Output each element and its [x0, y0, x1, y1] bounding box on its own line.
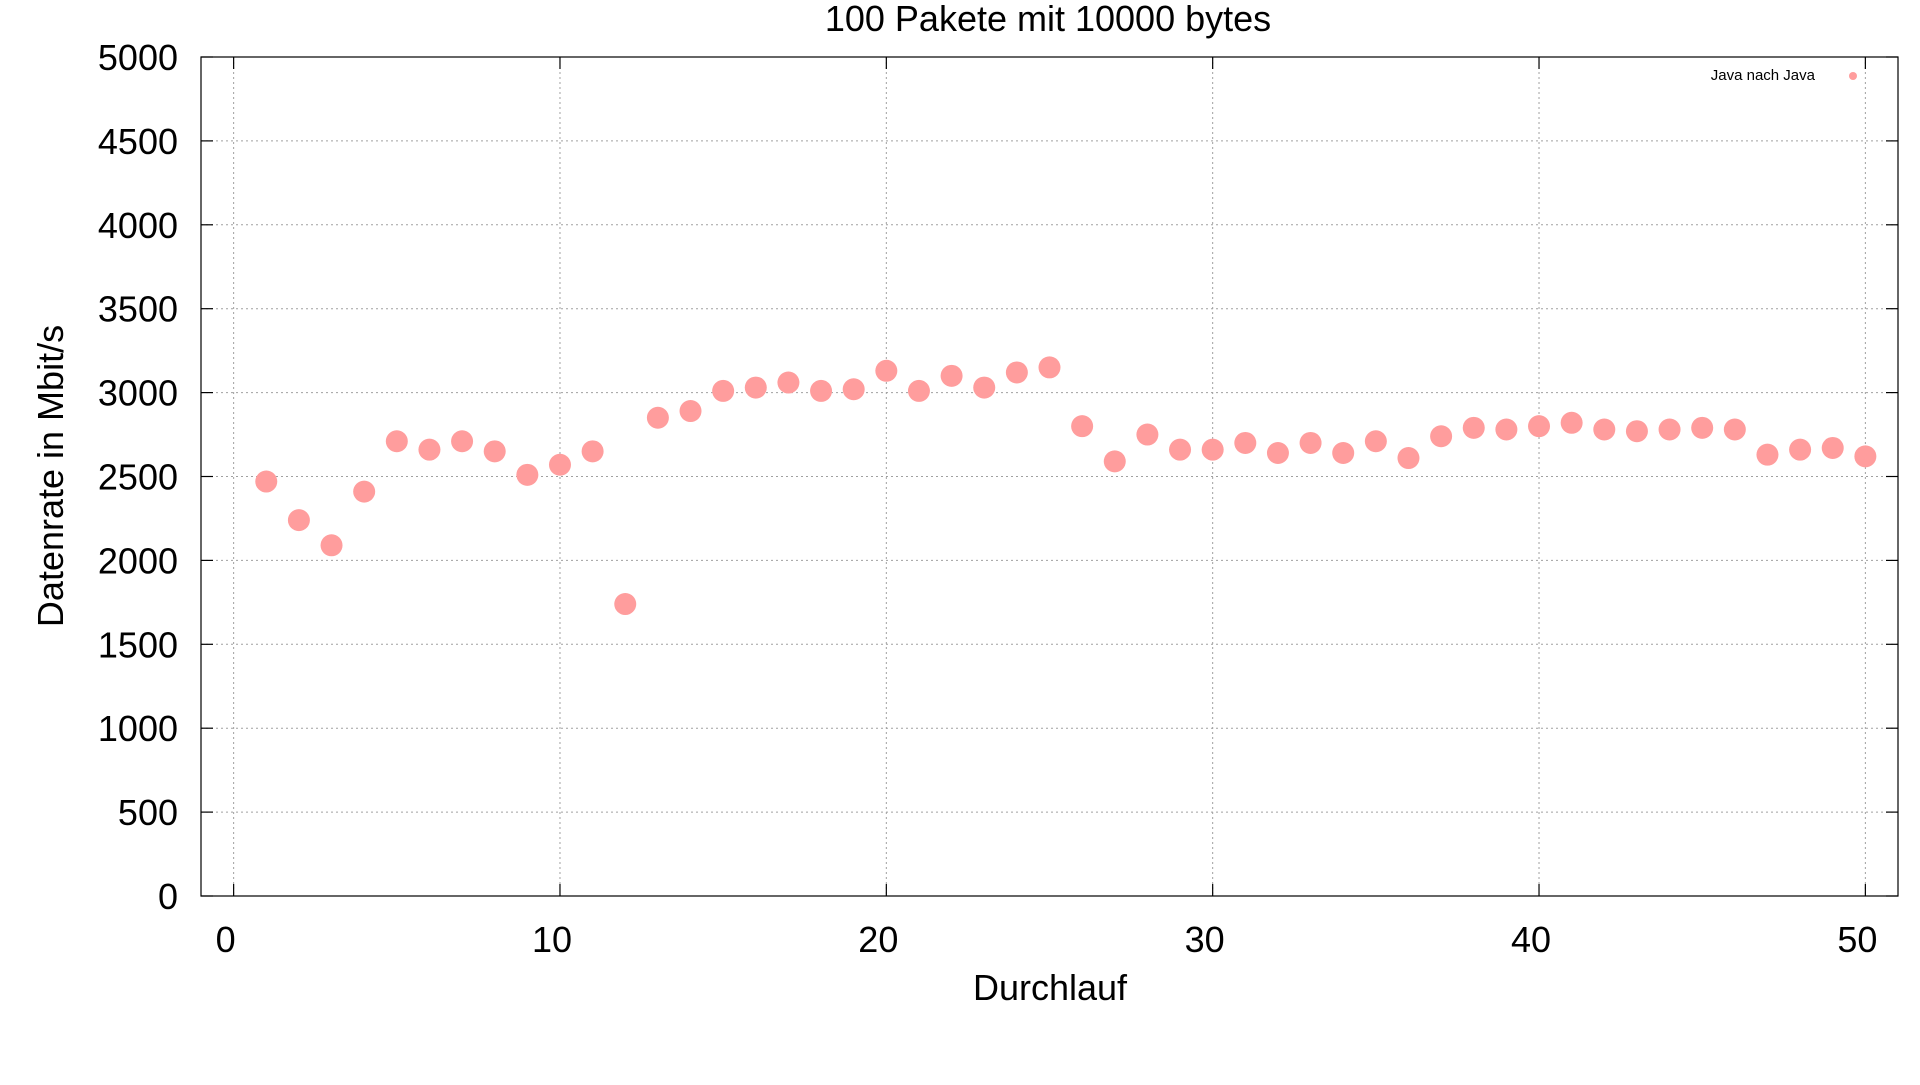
data-point [777, 371, 800, 394]
data-point [1723, 418, 1746, 441]
y-tick-label: 5000 [98, 37, 178, 78]
data-point [907, 379, 930, 402]
y-tick-label: 3500 [98, 289, 178, 330]
data-point [1005, 361, 1028, 384]
data-point [1691, 416, 1714, 439]
data-point [1201, 438, 1224, 461]
data-point [1397, 447, 1420, 470]
data-point [1462, 416, 1485, 439]
chart-title: 100 Pakete mit 10000 bytes [825, 0, 1271, 39]
data-point [581, 440, 604, 463]
data-point [1071, 415, 1094, 438]
data-point [548, 453, 571, 476]
data-point [1136, 423, 1159, 446]
data-point [1430, 425, 1453, 448]
data-point [516, 463, 539, 486]
x-tick-label: 0 [216, 919, 236, 960]
data-points [255, 356, 1877, 616]
data-point [1756, 443, 1779, 466]
data-point [679, 400, 702, 423]
data-point [646, 406, 669, 429]
legend-label-java-nach-java: Java nach Java [1711, 67, 1816, 84]
x-tick-label: 50 [1837, 919, 1877, 960]
data-point [451, 430, 474, 453]
data-point [1789, 438, 1812, 461]
y-tick-label: 0 [158, 876, 178, 917]
data-point [1364, 430, 1387, 453]
data-point [1038, 356, 1061, 379]
data-point [1495, 418, 1518, 441]
data-point [712, 379, 735, 402]
data-point [1234, 431, 1257, 454]
data-point [1332, 442, 1355, 465]
y-tick-label: 2500 [98, 457, 178, 498]
y-tick-label: 1000 [98, 708, 178, 749]
y-tick-label: 2000 [98, 540, 178, 581]
data-point [1103, 450, 1126, 473]
data-point [1169, 438, 1192, 461]
legend-marker [1849, 72, 1857, 80]
data-point [385, 430, 408, 453]
y-tick-label: 3000 [98, 373, 178, 414]
data-point [1821, 436, 1844, 459]
data-point [1299, 431, 1322, 454]
data-point [1625, 420, 1648, 443]
data-point [320, 534, 343, 557]
data-point [483, 440, 506, 463]
data-point [940, 364, 963, 387]
x-tick-label: 20 [858, 919, 898, 960]
axis-ticks: 0500100015002000250030003500400045005000… [98, 37, 1898, 960]
data-point [1854, 445, 1877, 468]
x-tick-label: 30 [1185, 919, 1225, 960]
y-tick-label: 500 [118, 792, 178, 833]
x-tick-label: 10 [532, 919, 572, 960]
data-point [1593, 418, 1616, 441]
x-axis-label: Durchlauf [973, 967, 1128, 1008]
data-point [287, 509, 310, 532]
y-axis-label: Datenrate in Mbit/s [30, 325, 71, 627]
data-point [810, 379, 833, 402]
data-point [1528, 415, 1551, 438]
data-point [418, 438, 441, 461]
data-point [842, 378, 865, 401]
data-point [1658, 418, 1681, 441]
data-point [1266, 442, 1289, 465]
data-point [353, 480, 376, 503]
legend: Java nach Java [1711, 67, 1857, 84]
y-tick-label: 1500 [98, 624, 178, 665]
data-point [1560, 411, 1583, 434]
data-point [614, 593, 637, 616]
data-point [875, 359, 898, 382]
x-tick-label: 40 [1511, 919, 1551, 960]
data-point [973, 376, 996, 399]
y-tick-label: 4500 [98, 121, 178, 162]
data-point [255, 470, 278, 493]
y-tick-label: 4000 [98, 205, 178, 246]
data-point [744, 376, 767, 399]
